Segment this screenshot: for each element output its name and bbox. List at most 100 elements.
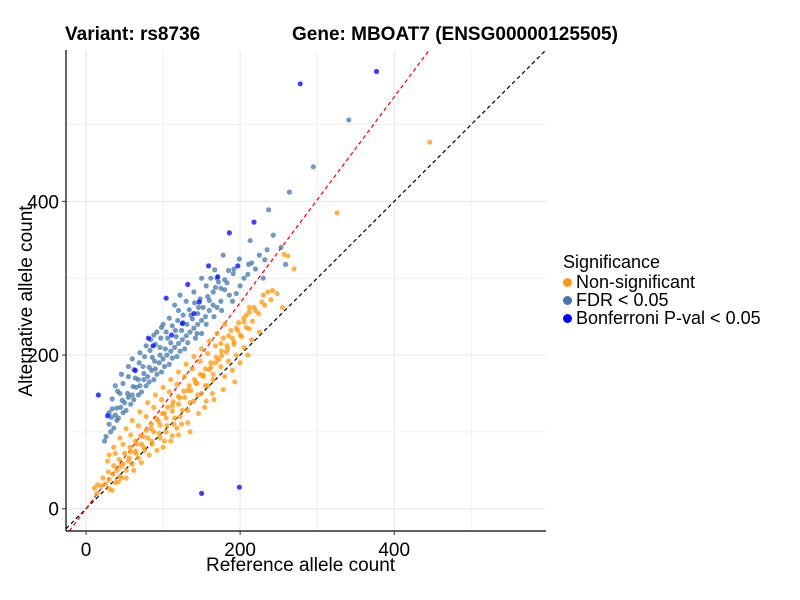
point-non-significant <box>202 366 209 372</box>
point-non-significant <box>120 441 126 447</box>
point-non-significant <box>121 450 128 456</box>
point-fdr-0-05 <box>174 353 180 360</box>
point-non-significant <box>110 471 116 477</box>
y-tick-label: 400 <box>27 192 59 213</box>
x-tick-label: 400 <box>378 540 410 561</box>
point-fdr-0-05 <box>123 407 129 413</box>
point-bonferroni-p-val-0-05 <box>95 392 101 398</box>
point-fdr-0-05 <box>162 346 168 352</box>
point-non-significant <box>223 349 229 355</box>
x-axis-label: Reference allele count <box>206 555 396 576</box>
point-bonferroni-p-val-0-05 <box>150 343 156 349</box>
point-non-significant <box>219 348 225 354</box>
point-non-significant <box>246 326 252 332</box>
point-non-significant <box>143 413 149 420</box>
point-non-significant <box>185 387 191 393</box>
point-non-significant <box>260 292 266 298</box>
point-non-significant <box>94 490 100 496</box>
point-non-significant <box>175 401 182 407</box>
legend-title: Significance <box>563 252 661 272</box>
point-fdr-0-05 <box>226 292 232 298</box>
point-fdr-0-05 <box>199 330 205 337</box>
point-fdr-0-05 <box>177 348 183 354</box>
point-non-significant <box>177 413 183 420</box>
point-non-significant <box>145 400 151 406</box>
point-non-significant <box>178 421 185 427</box>
point-non-significant <box>205 350 211 357</box>
point-non-significant <box>125 458 132 464</box>
point-fdr-0-05 <box>218 298 224 304</box>
point-non-significant <box>131 467 137 473</box>
point-non-significant <box>199 346 205 352</box>
point-fdr-0-05 <box>175 317 181 324</box>
point-fdr-0-05 <box>256 252 262 258</box>
point-non-significant <box>91 485 98 491</box>
point-fdr-0-05 <box>260 275 266 281</box>
point-non-significant <box>249 337 255 343</box>
point-non-significant <box>222 373 228 380</box>
point-fdr-0-05 <box>192 335 199 341</box>
point-fdr-0-05 <box>120 380 126 387</box>
point-fdr-0-05 <box>140 363 146 370</box>
point-fdr-0-05 <box>109 396 115 402</box>
point-bonferroni-p-val-0-05 <box>145 335 152 341</box>
point-non-significant <box>111 444 117 450</box>
point-non-significant <box>233 352 239 358</box>
point-fdr-0-05 <box>117 390 123 397</box>
point-non-significant <box>187 400 193 406</box>
point-fdr-0-05 <box>145 373 151 380</box>
point-non-significant <box>140 433 146 440</box>
point-non-significant <box>186 383 192 389</box>
point-non-significant <box>128 449 134 455</box>
point-non-significant <box>174 381 180 387</box>
point-fdr-0-05 <box>162 363 168 370</box>
point-non-significant <box>334 210 340 216</box>
point-fdr-0-05 <box>195 304 202 311</box>
point-non-significant <box>232 379 238 385</box>
point-non-significant <box>209 390 215 397</box>
point-fdr-0-05 <box>128 401 134 407</box>
point-non-significant <box>225 333 232 339</box>
point-fdr-0-05 <box>231 266 237 272</box>
point-fdr-0-05 <box>264 247 270 253</box>
point-non-significant <box>102 481 108 487</box>
point-fdr-0-05 <box>168 340 174 346</box>
point-fdr-0-05 <box>152 366 158 372</box>
point-fdr-0-05 <box>166 315 172 321</box>
point-non-significant <box>203 398 209 404</box>
point-non-significant <box>168 377 174 383</box>
point-fdr-0-05 <box>137 383 143 389</box>
point-non-significant <box>143 427 149 433</box>
point-fdr-0-05 <box>131 397 137 403</box>
point-non-significant <box>279 304 286 311</box>
point-non-significant <box>160 444 166 450</box>
point-fdr-0-05 <box>149 354 155 360</box>
chart-title-gene: Gene: MBOAT7 (ENSG00000125505) <box>292 24 618 45</box>
point-fdr-0-05 <box>183 333 189 339</box>
point-non-significant <box>127 444 133 450</box>
point-bonferroni-p-val-0-05 <box>105 413 111 419</box>
point-non-significant <box>215 357 222 363</box>
point-fdr-0-05 <box>191 325 197 331</box>
data-points <box>91 68 433 496</box>
point-non-significant <box>135 423 142 429</box>
point-fdr-0-05 <box>154 371 160 377</box>
point-non-significant <box>134 441 140 447</box>
legend-label: Bonferroni P-val < 0.05 <box>576 308 761 328</box>
point-bonferroni-p-val-0-05 <box>163 295 169 301</box>
point-non-significant <box>169 408 175 414</box>
point-non-significant <box>133 450 139 456</box>
point-non-significant <box>239 334 245 340</box>
point-non-significant <box>148 426 154 432</box>
point-fdr-0-05 <box>112 383 118 389</box>
point-non-significant <box>262 302 268 308</box>
point-bonferroni-p-val-0-05 <box>132 367 138 374</box>
point-non-significant <box>169 403 175 409</box>
point-fdr-0-05 <box>156 360 162 366</box>
point-non-significant <box>225 358 232 364</box>
point-fdr-0-05 <box>137 350 143 356</box>
point-non-significant <box>163 429 169 435</box>
point-fdr-0-05 <box>220 252 226 258</box>
point-non-significant <box>195 410 202 417</box>
point-fdr-0-05 <box>229 298 236 304</box>
